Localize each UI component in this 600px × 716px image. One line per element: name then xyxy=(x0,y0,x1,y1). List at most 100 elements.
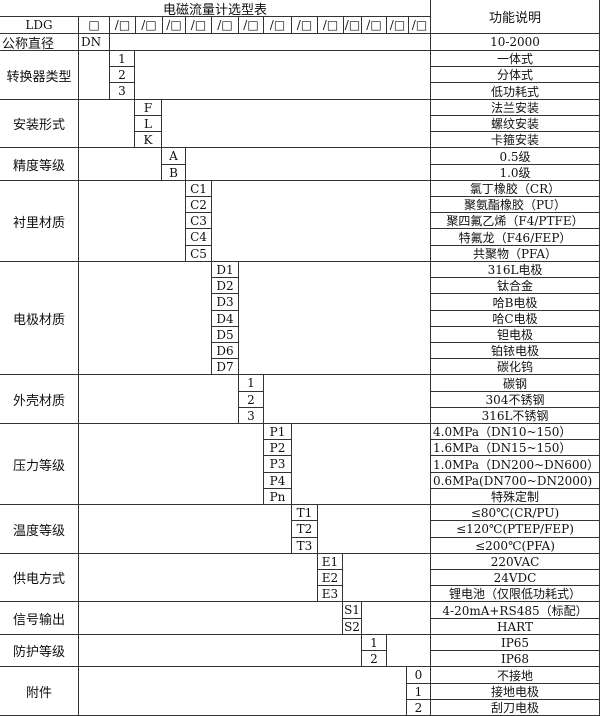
model-option-box: /□ xyxy=(317,16,344,34)
empty-cell xyxy=(78,261,212,375)
option-description: 碳钢 xyxy=(430,374,600,392)
option-code: D6 xyxy=(211,342,239,359)
option-description: 304不锈钢 xyxy=(430,391,600,408)
group-label: 精度等级 xyxy=(0,147,79,181)
option-code: C2 xyxy=(185,196,212,213)
option-code: 1 xyxy=(238,374,264,392)
option-code: D7 xyxy=(211,358,239,375)
option-code: B xyxy=(161,164,186,181)
option-description: 220VAC xyxy=(430,553,600,570)
option-code: E3 xyxy=(317,585,343,602)
option-description: 特殊定制 xyxy=(430,488,600,505)
option-code: C1 xyxy=(185,180,212,197)
option-code: 2 xyxy=(406,699,431,716)
option-description: 0.6MPa(DN700~DN2000) xyxy=(430,472,600,489)
option-description: 4-20mA+RS485（标配） xyxy=(430,601,600,619)
option-code: T3 xyxy=(291,537,318,554)
option-description: HART xyxy=(430,618,600,635)
option-description: 碳化钨 xyxy=(430,358,600,375)
empty-cell xyxy=(109,33,431,51)
option-description: ≤80℃(CR/PU) xyxy=(430,504,600,521)
model-option-box: /□ xyxy=(408,16,431,34)
option-description: 聚氨酯橡胶（PU） xyxy=(430,196,600,213)
group-label: 衬里材质 xyxy=(0,180,79,262)
empty-cell xyxy=(185,147,431,181)
option-code: 1 xyxy=(109,50,135,67)
group-label: 外壳材质 xyxy=(0,374,79,424)
empty-cell xyxy=(78,634,362,667)
model-option-box: /□ xyxy=(238,16,264,34)
option-description: 哈C电极 xyxy=(430,310,600,327)
option-description: ≤120℃(PTEP/FEP) xyxy=(430,520,600,538)
model-option-box: /□ xyxy=(162,16,186,34)
empty-cell xyxy=(211,180,431,262)
option-code: F xyxy=(134,99,162,116)
option-code: C3 xyxy=(185,212,212,229)
option-description: 不接地 xyxy=(430,666,600,684)
option-description: 接地电极 xyxy=(430,683,600,700)
option-description: 钛合金 xyxy=(430,277,600,294)
empty-cell xyxy=(78,99,135,148)
group-label: 温度等级 xyxy=(0,504,79,554)
group-label: 电极材质 xyxy=(0,261,79,375)
option-description: 316L不锈钢 xyxy=(430,407,600,424)
option-description: IP68 xyxy=(430,650,600,667)
group-label: 附件 xyxy=(0,666,79,716)
model-option-box: /□ xyxy=(109,16,136,34)
empty-cell xyxy=(78,553,318,602)
option-code: D3 xyxy=(211,293,239,311)
option-description: 哈B电极 xyxy=(430,293,600,311)
empty-cell xyxy=(361,601,431,635)
function-header: 功能说明 xyxy=(430,0,600,34)
option-code: 0 xyxy=(406,666,431,684)
option-code: C5 xyxy=(185,245,212,262)
group-label: 安装形式 xyxy=(0,99,79,148)
table-title: 电磁流量计选型表 xyxy=(0,0,431,17)
option-description: 刮刀电极 xyxy=(430,699,600,716)
option-description: 316L电极 xyxy=(430,261,600,278)
option-code: T1 xyxy=(291,504,318,521)
group-label: 供电方式 xyxy=(0,553,79,602)
option-code: S1 xyxy=(342,601,362,619)
empty-cell xyxy=(78,666,407,716)
nominal-diameter-desc: 10-2000 xyxy=(430,33,600,51)
option-code: 1 xyxy=(361,634,387,651)
empty-cell xyxy=(78,180,186,262)
option-description: 24VDC xyxy=(430,569,600,586)
empty-cell xyxy=(317,504,431,554)
option-description: IP65 xyxy=(430,634,600,651)
option-code: 2 xyxy=(109,66,135,83)
empty-cell xyxy=(78,601,343,635)
nominal-diameter-label: 公称直径 xyxy=(0,33,79,51)
option-description: 氯丁橡胶（CR） xyxy=(430,180,600,197)
empty-cell xyxy=(342,553,431,602)
option-code: P2 xyxy=(263,439,292,456)
option-description: 低功耗式 xyxy=(430,82,600,100)
option-code: E1 xyxy=(317,553,343,570)
option-description: 0.5级 xyxy=(430,147,600,165)
option-code: K xyxy=(134,131,162,148)
option-code: T2 xyxy=(291,520,318,538)
option-code: A xyxy=(161,147,186,165)
option-code: 3 xyxy=(109,82,135,100)
option-description: ≤200℃(PFA) xyxy=(430,537,600,554)
option-description: 1.0MPa（DN200~DN600） xyxy=(430,455,600,473)
model-option-box: /□ xyxy=(135,16,163,34)
model-prefix: LDG xyxy=(0,16,79,34)
option-code: Pn xyxy=(263,488,292,505)
empty-cell xyxy=(238,261,431,375)
option-code: P1 xyxy=(263,423,292,440)
model-option-box: /□ xyxy=(263,16,292,34)
empty-cell xyxy=(291,423,431,505)
option-description: 锂电池（仅限低功耗式） xyxy=(430,585,600,602)
option-code: D2 xyxy=(211,277,239,294)
option-description: 共聚物（PFA） xyxy=(430,245,600,262)
model-option-box: /□ xyxy=(343,16,362,34)
empty-cell xyxy=(161,99,431,148)
model-option-box: /□ xyxy=(386,16,409,34)
empty-cell xyxy=(263,374,431,424)
model-option-box: /□ xyxy=(291,16,318,34)
option-code: 3 xyxy=(238,407,264,424)
empty-cell xyxy=(78,50,110,100)
